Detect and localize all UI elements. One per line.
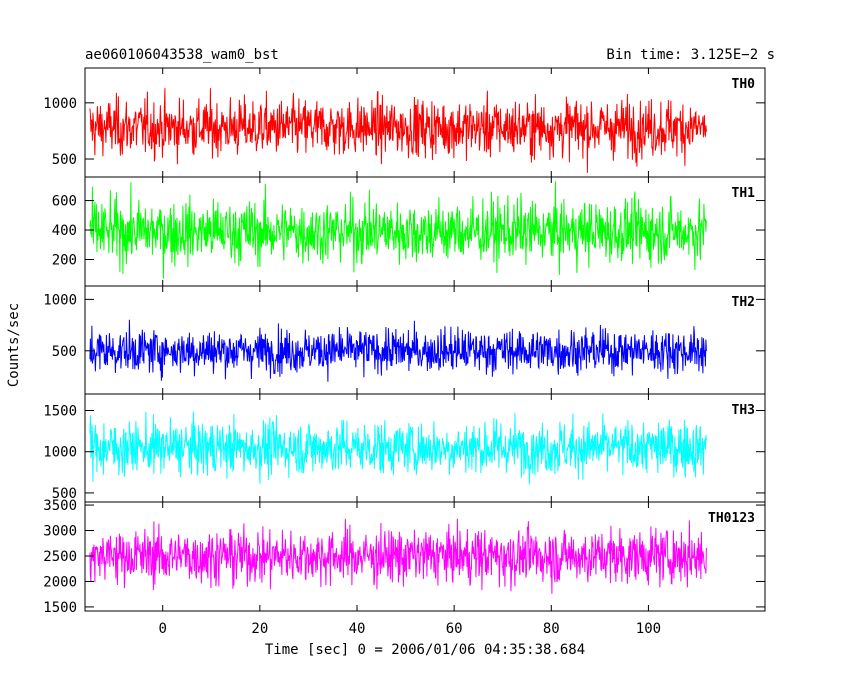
chart-title-right: Bin time: 3.125E−2 s: [606, 47, 775, 63]
series-line-th0: [89, 88, 707, 173]
x-tick-label-4: 80: [543, 621, 560, 637]
y-tick-label-th0-0: 500: [52, 152, 77, 168]
panel-th1: 200 400 600 TH1: [52, 176, 766, 287]
y-tick-label-th1-2: 600: [52, 194, 77, 210]
y-tick-label-th0123-0: 1500: [43, 600, 77, 616]
panel-th0123: 1500 2000 2500 3000 3500 TH0123: [43, 498, 766, 616]
series-line-th3: [89, 411, 707, 485]
y-tick-label-th3-1: 1000: [43, 445, 77, 461]
y-tick-label-th1-1: 400: [52, 223, 77, 239]
panel-label-th2: TH2: [732, 295, 755, 310]
panel-th0: 500 1000 TH0: [43, 67, 766, 178]
x-tick-label-5: 100: [636, 621, 661, 637]
x-tick-label-3: 60: [446, 621, 463, 637]
panel-label-th1: TH1: [732, 186, 756, 201]
y-tick-label-th0123-3: 3000: [43, 524, 77, 540]
panel-label-th0123: TH0123: [708, 511, 755, 526]
panels-group: 500 1000 TH0 200 400 600 TH1 500 1000 TH2 500 1000 1…: [43, 67, 766, 616]
series-line-th0123: [89, 518, 707, 594]
y-tick-label-th0123-4: 3500: [43, 498, 77, 514]
y-axis-title: Counts/sec: [6, 303, 22, 387]
y-tick-label-th0-1: 1000: [43, 96, 77, 112]
y-tick-label-th2-1: 1000: [43, 292, 77, 308]
y-tick-label-th3-2: 1500: [43, 403, 77, 419]
x-tick-label-0: 0: [158, 621, 166, 637]
y-tick-label-th0123-1: 2000: [43, 574, 77, 590]
y-tick-label-th3-0: 500: [52, 486, 77, 502]
chart-title-left: ae060106043538_wam0_bst: [85, 47, 279, 63]
panel-label-th0: TH0: [732, 77, 756, 92]
y-tick-label-th0123-2: 2500: [43, 549, 77, 565]
panel-th3: 500 1000 1500 TH3: [43, 393, 766, 503]
panel-frame-th0123: [84, 501, 766, 612]
x-tick-label-1: 20: [251, 621, 268, 637]
x-tick-label-2: 40: [349, 621, 366, 637]
series-line-th2: [89, 319, 707, 382]
panel-label-th3: TH3: [732, 403, 755, 418]
series-line-th1: [89, 181, 707, 279]
x-axis: 0 20 40 60 80 100: [158, 621, 661, 637]
y-tick-label-th1-0: 200: [52, 252, 77, 268]
panel-th2: 500 1000 TH2: [43, 285, 766, 395]
x-axis-title: Time [sec] 0 = 2006/01/06 04:35:38.684: [265, 642, 585, 658]
y-tick-label-th2-0: 500: [52, 344, 77, 360]
